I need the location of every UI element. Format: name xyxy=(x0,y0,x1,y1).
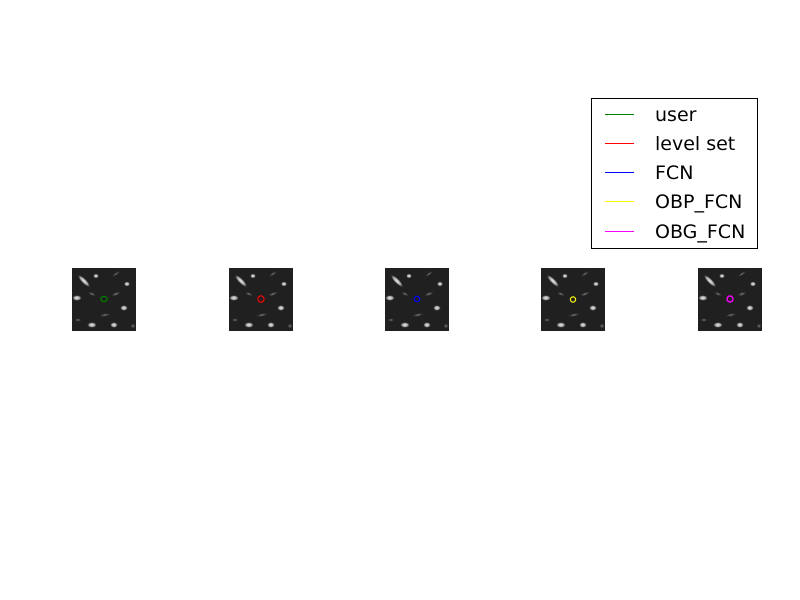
segmentation-contour xyxy=(569,296,577,303)
legend-entry-obp-fcn: OBP_FCN xyxy=(592,191,757,213)
image-panel-user xyxy=(72,268,136,331)
image-panel-obp-fcn xyxy=(541,268,605,331)
legend-line xyxy=(605,143,634,144)
segmentation-contour xyxy=(413,295,421,303)
legend-entry-obg-fcn: OBG_FCN xyxy=(592,221,757,243)
ct-slice-image xyxy=(385,268,449,331)
ct-slice-image xyxy=(72,268,136,331)
segmentation-contour xyxy=(726,295,734,303)
legend-line xyxy=(605,231,634,232)
legend-label: user xyxy=(655,104,697,126)
ct-slice-image xyxy=(698,268,762,331)
ct-slice-image xyxy=(229,268,293,331)
segmentation-contour xyxy=(100,295,108,303)
image-panel-obg-fcn xyxy=(698,268,762,331)
legend-label: level set xyxy=(655,133,736,155)
legend-entry-level-set: level set xyxy=(592,133,757,155)
legend-line xyxy=(605,172,634,173)
segmentation-contour xyxy=(257,295,265,303)
legend-entry-user: user xyxy=(592,104,757,126)
legend-line xyxy=(605,201,634,202)
image-panel-level-set xyxy=(229,268,293,331)
legend-entry-fcn: FCN xyxy=(592,162,757,184)
legend-line xyxy=(605,114,634,115)
legend-label: OBG_FCN xyxy=(655,221,746,243)
image-panel-fcn xyxy=(385,268,449,331)
legend: user level set FCN OBP_FCN OBG_FCN xyxy=(591,98,758,249)
ct-slice-image xyxy=(541,268,605,331)
legend-label: FCN xyxy=(655,162,694,184)
legend-label: OBP_FCN xyxy=(655,191,743,213)
